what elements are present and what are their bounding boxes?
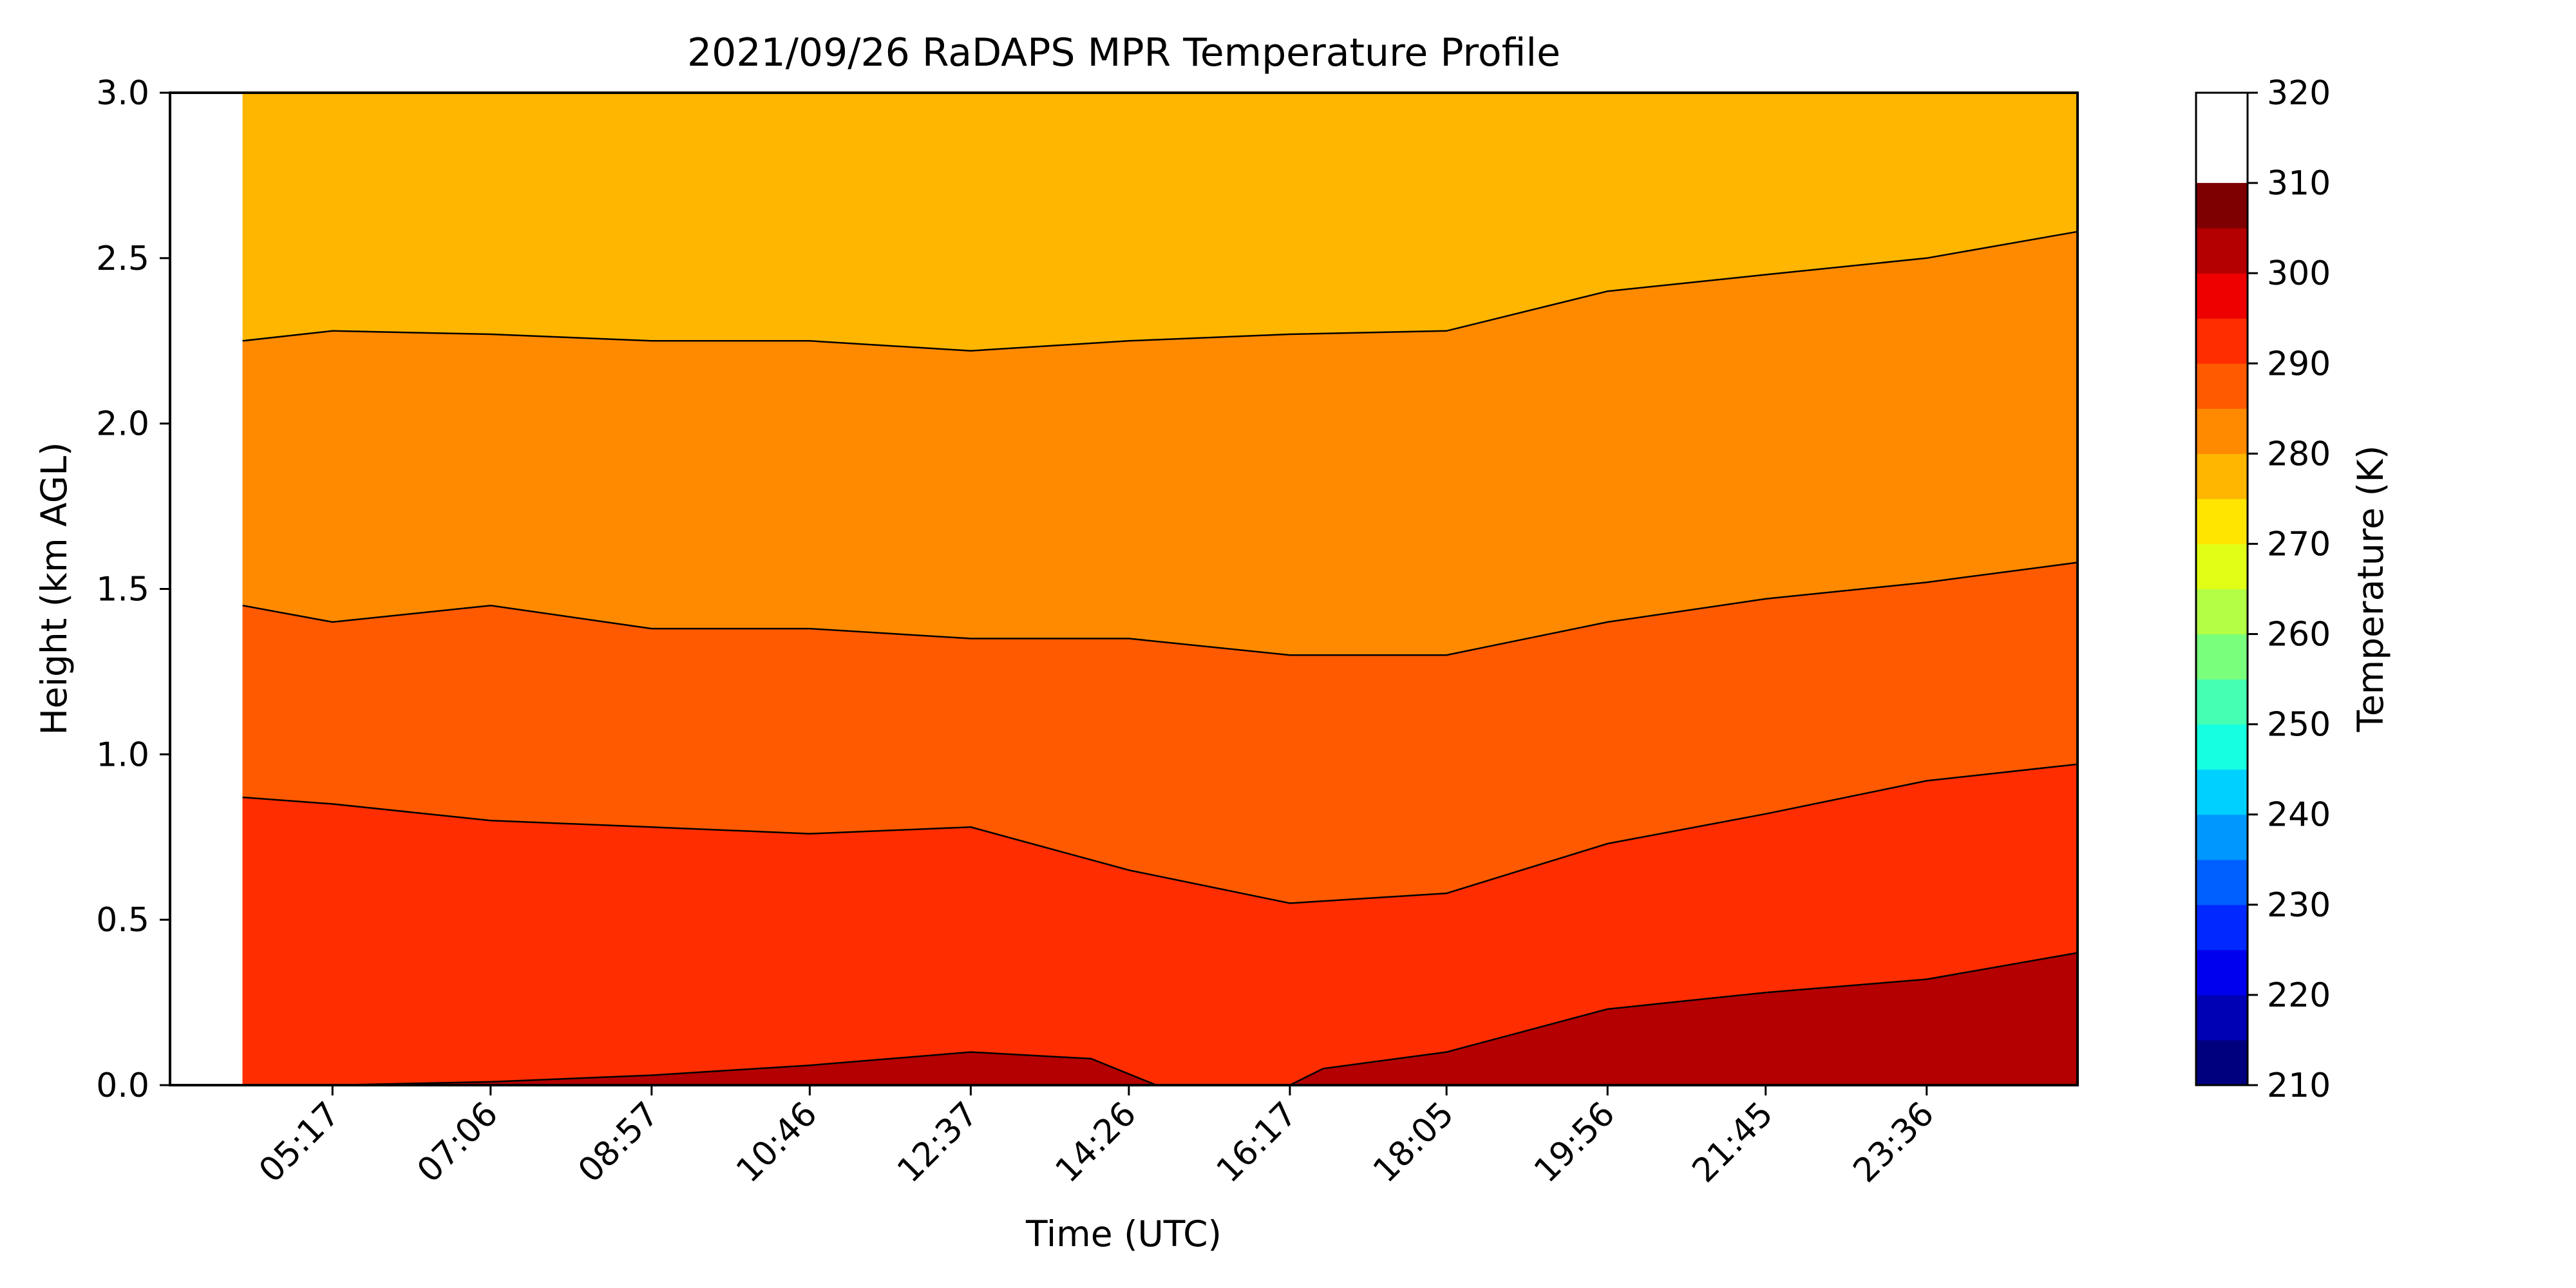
x-axis: 05:17 07:06 08:57 10:46 12:37 14:26 16:17 18:05… — [252, 1085, 1942, 1190]
colorbar-segment — [2196, 634, 2248, 680]
x-tick-label: 05:17 — [252, 1095, 347, 1190]
y-tick-label: 2.5 — [96, 240, 149, 278]
contour-285K — [242, 562, 2078, 656]
colorbar-tick-label: 240 — [2267, 796, 2331, 835]
colorbar-segment — [2196, 814, 2248, 860]
chart-title: 2021/09/26 RaDAPS MPR Temperature Profil… — [687, 30, 1560, 75]
colorbar-tick-label: 250 — [2267, 706, 2331, 744]
colorbar-tick-label: 210 — [2267, 1066, 2331, 1105]
contour-280K — [242, 231, 2078, 352]
colorbar-segment — [2196, 363, 2248, 409]
y-axis-label: Height (km AGL) — [33, 442, 75, 735]
colorbar-label: Temperature (K) — [2350, 446, 2391, 733]
colorbar-segment — [2196, 904, 2248, 951]
colorbar-segment — [2196, 453, 2248, 499]
colorbar-segment — [2196, 769, 2248, 815]
colorbar-segment — [2196, 1039, 2248, 1086]
colorbar-segment — [2196, 544, 2248, 589]
x-tick-label: 21:45 — [1685, 1095, 1781, 1190]
x-tick-label: 07:06 — [410, 1095, 506, 1190]
x-tick-label: 16:17 — [1209, 1095, 1305, 1190]
x-tick-label: 18:05 — [1366, 1095, 1461, 1190]
plot-area — [242, 93, 2078, 1086]
colorbar-segment — [2196, 859, 2248, 905]
y-tick-label: 0.0 — [96, 1066, 149, 1105]
x-axis-label: Time (UTC) — [1025, 1213, 1222, 1255]
x-tick-label: 08:57 — [571, 1095, 667, 1190]
colorbar-tick-label: 270 — [2267, 525, 2331, 564]
colorbar-segment — [2196, 408, 2248, 454]
band-below-300K — [242, 952, 2078, 1085]
x-tick-label: 10:46 — [729, 1095, 824, 1190]
y-tick-label: 1.5 — [96, 571, 149, 609]
colorbar-tick-label: 260 — [2267, 616, 2331, 654]
colorbar-segment — [2196, 498, 2248, 544]
colorbar-frame — [2195, 91, 2249, 1086]
y-tick-label: 0.5 — [96, 901, 149, 940]
x-tick-label: 19:56 — [1527, 1095, 1622, 1190]
colorbar-segment — [2196, 228, 2248, 274]
colorbar-segment — [2196, 183, 2248, 229]
contour-290K — [242, 763, 2078, 904]
colorbar-segment — [2196, 589, 2248, 635]
colorbar-tick-label: 290 — [2267, 345, 2331, 383]
x-tick-label: 14:26 — [1048, 1095, 1144, 1190]
y-tick-label: 2.0 — [96, 405, 149, 444]
colorbar-tick-label: 220 — [2267, 976, 2331, 1015]
colorbar-tick-label: 310 — [2267, 164, 2331, 203]
colorbar-tick-label: 280 — [2267, 435, 2331, 473]
colorbar-tick-label: 300 — [2267, 254, 2331, 293]
y-tick-label: 3.0 — [96, 74, 149, 113]
x-tick-label: 12:37 — [890, 1095, 985, 1190]
colorbar-segment — [2196, 994, 2248, 1041]
y-axis: 0.0 0.5 1.0 1.5 2.0 2.5 3.0 — [96, 74, 170, 1105]
colorbar-segment — [2196, 949, 2248, 996]
colorbar-segment — [2196, 679, 2248, 725]
band-below-290K — [242, 764, 2078, 1085]
colorbar-segment — [2196, 724, 2248, 770]
x-tick-label: 23:36 — [1846, 1095, 1942, 1190]
colorbar-segment — [2196, 273, 2248, 319]
colorbar: 210 220 230 240 250 260 270 280 290 300 310 320 — [2195, 74, 2331, 1105]
colorbar-segment — [2196, 318, 2248, 364]
colorbar-tick-label: 230 — [2267, 886, 2331, 925]
y-tick-label: 1.0 — [96, 735, 149, 774]
colorbar-tick-label: 320 — [2267, 74, 2331, 113]
